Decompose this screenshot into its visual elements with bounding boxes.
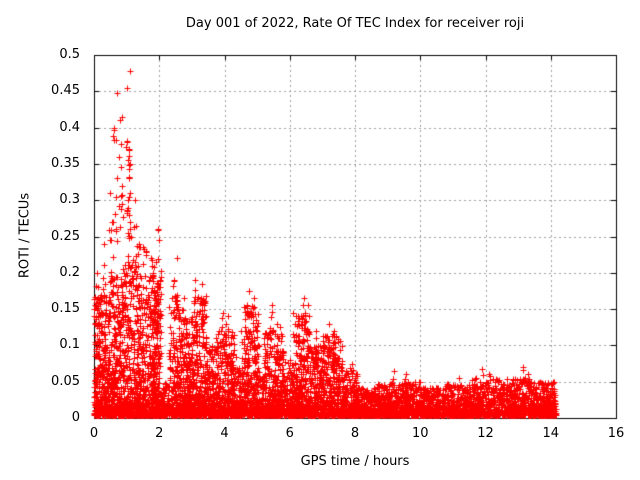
- y-tick-label: 0.45: [51, 83, 80, 99]
- chart-title: Day 001 of 2022, Rate Of TEC Index for r…: [185, 16, 525, 31]
- x-tick-label: 2: [155, 426, 164, 441]
- x-tick-label: 12: [477, 426, 494, 441]
- x-tick-label: 8: [350, 426, 360, 441]
- y-tick-label: 0: [71, 410, 80, 425]
- y-tick-label: 0.3: [59, 192, 80, 208]
- y-tick-label: 0.25: [51, 228, 80, 244]
- x-tick-label: 6: [285, 426, 294, 441]
- x-tick-label: 14: [542, 426, 560, 441]
- x-tick-label: 10: [411, 426, 429, 441]
- y-tick-label: 0.35: [51, 155, 80, 171]
- y-tick-label: 0.5: [59, 47, 80, 62]
- x-axis-label: GPS time / hours: [300, 454, 410, 469]
- y-tick-label: 0.2: [59, 264, 80, 280]
- y-tick-label: 0.05: [51, 373, 80, 389]
- y-tick-label: 0.4: [59, 119, 80, 135]
- y-tick-label: 0.1: [59, 337, 80, 353]
- x-tick-label: 16: [607, 426, 625, 441]
- x-tick-label: 0: [89, 426, 99, 441]
- x-tick-label: 4: [220, 426, 229, 441]
- y-tick-label: 0.15: [51, 301, 80, 317]
